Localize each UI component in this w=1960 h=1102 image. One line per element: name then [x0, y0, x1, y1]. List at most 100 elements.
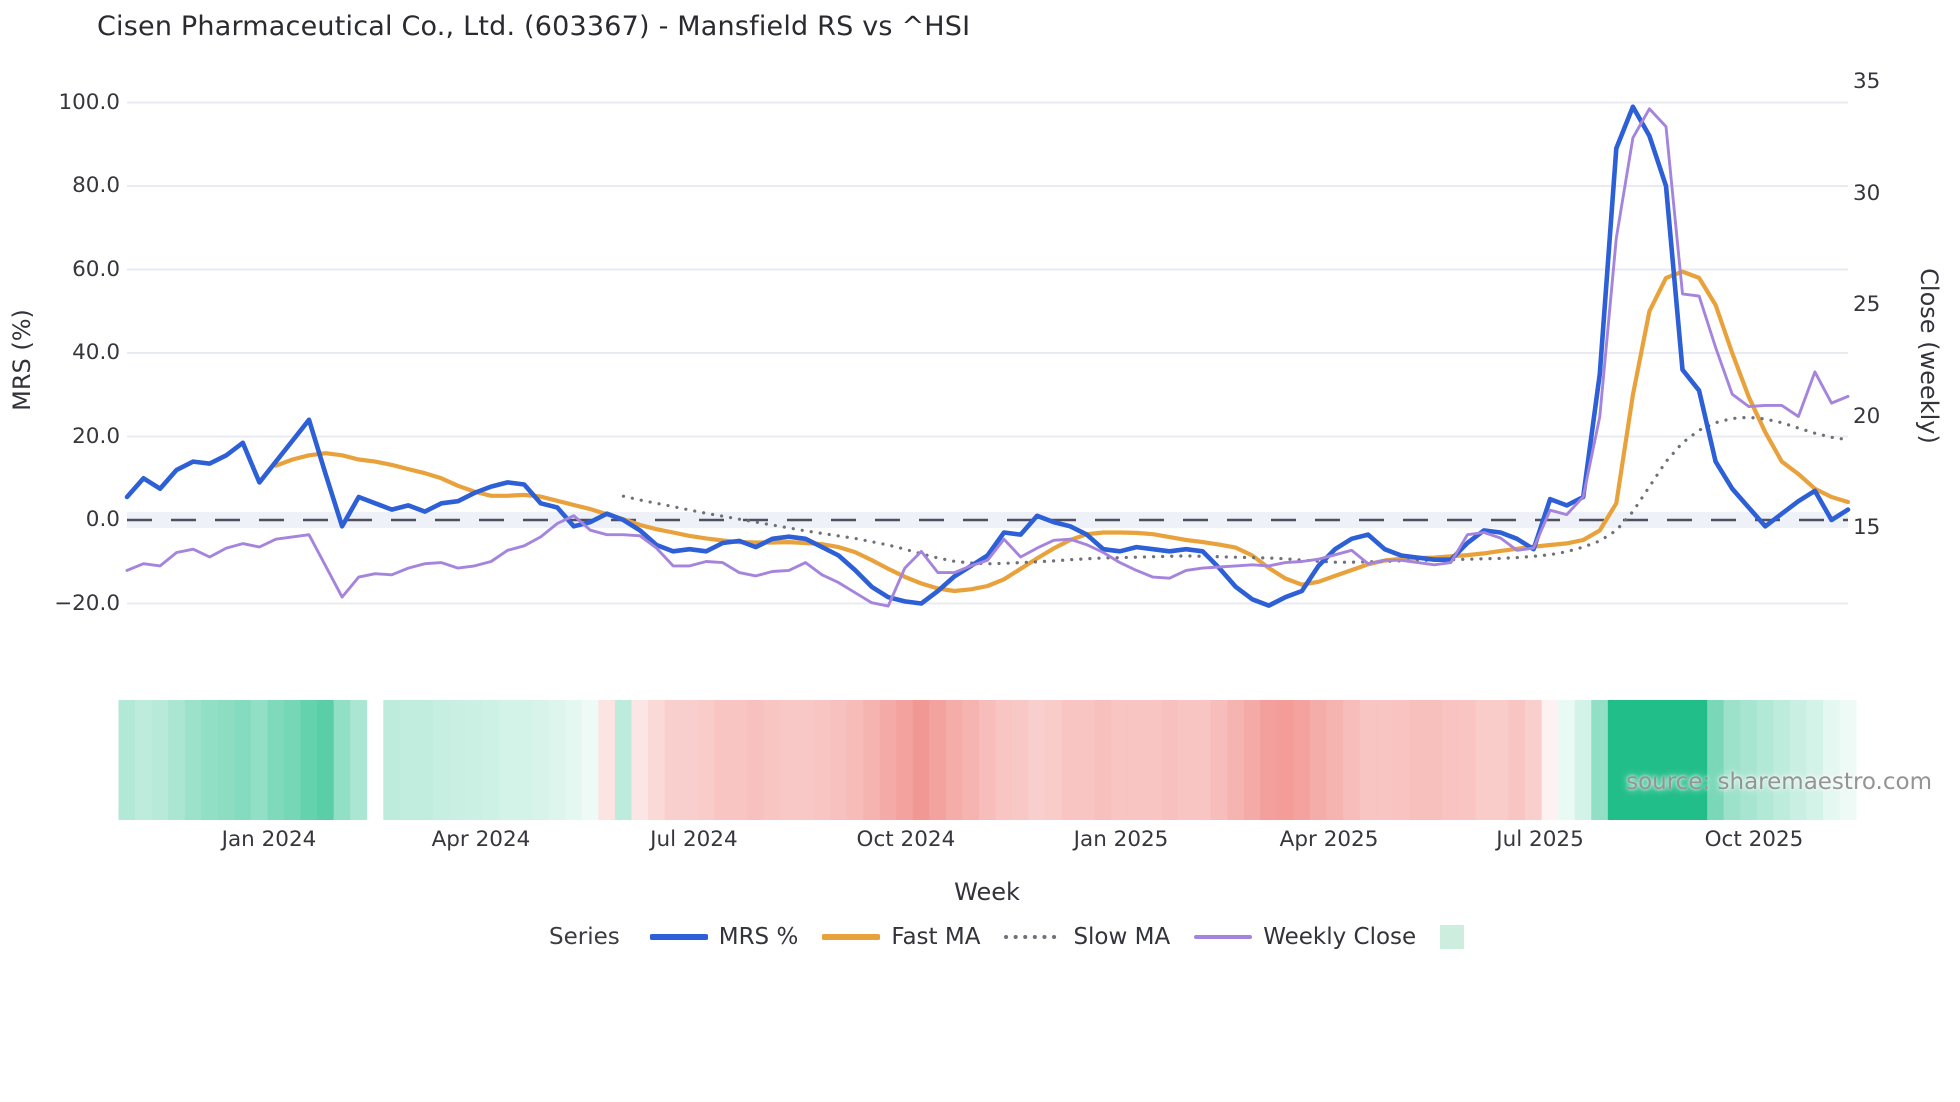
heatmap-cell [1822, 700, 1840, 820]
heatmap-cell [1657, 700, 1675, 820]
legend: Series MRS % Fast MA Slow MA Weekly Close [549, 924, 1465, 950]
heatmap-cell [548, 700, 566, 820]
heatmap-cell [449, 700, 467, 820]
y-left-tick-label: 60.0 [72, 256, 120, 282]
heatmap-cell [1690, 700, 1708, 820]
heatmap-cell [118, 700, 136, 820]
chart-title: Cisen Pharmaceutical Co., Ltd. (603367) … [97, 11, 971, 42]
series-line-weekly-close [125, 107, 1850, 608]
heatmap-cell [1624, 700, 1642, 820]
series-line-slow-ma [621, 415, 1850, 566]
heatmap-cell [184, 700, 202, 820]
legend-heatmap-swatch [1440, 925, 1465, 949]
heatmap-cell [614, 700, 632, 820]
y-right-tick-label: 25 [1853, 292, 1881, 317]
heatmap-cell [1525, 700, 1543, 820]
heatmap-cell [1028, 700, 1046, 820]
legend-item-label: Fast MA [891, 924, 981, 950]
heatmap-cell [135, 700, 153, 820]
heatmap-cell [979, 700, 996, 820]
legend-swatch-solid [822, 934, 881, 940]
heatmap-cell [912, 700, 930, 820]
x-tick-label: Oct 2025 [1704, 827, 1804, 852]
legend-item-mrs-[interactable]: MRS % [649, 924, 799, 950]
y-right-tick-label: 20 [1853, 403, 1881, 429]
heatmap-cell [1078, 700, 1096, 820]
series-line-fast-ma [273, 269, 1851, 594]
heatmap-cell [581, 700, 599, 820]
legend-item-fast-ma[interactable]: Fast MA [822, 924, 980, 950]
x-tick-label: Jul 2025 [1496, 827, 1584, 852]
legend-item-slow-ma[interactable]: Slow MA [1004, 924, 1170, 950]
heatmap-cell [1574, 700, 1592, 820]
y-right-tick-label: 30 [1853, 180, 1881, 206]
heatmap-cell [995, 700, 1013, 820]
heatmap-cell [432, 700, 450, 820]
heatmap-cell [1194, 700, 1212, 820]
heatmap-cell [350, 700, 368, 820]
heatmap-cell [1161, 700, 1179, 820]
heatmap-cell [383, 700, 401, 820]
heatmap-cell [1458, 700, 1476, 820]
series-line-mrs- [124, 104, 1851, 608]
heatmap-cell [896, 700, 914, 820]
heatmap-cell [1376, 700, 1394, 820]
legend-item-label: Weekly Close [1263, 924, 1417, 950]
heatmap-cell [1492, 700, 1509, 820]
heatmap-cell [1409, 700, 1427, 820]
heatmap-cell [1243, 700, 1261, 820]
heatmap-cell [962, 700, 980, 820]
legend-title: Series [549, 924, 620, 950]
heatmap-cell [499, 700, 517, 820]
x-tick-label: Oct 2024 [856, 827, 956, 852]
legend-item-weekly-close[interactable]: Weekly Close [1194, 924, 1416, 950]
y-left-tick-label: 80.0 [72, 173, 120, 198]
x-tick-label: Apr 2025 [1279, 827, 1379, 852]
heatmap-cell [648, 700, 666, 820]
x-axis-title: Week [954, 878, 1020, 906]
heatmap-cell [1111, 700, 1129, 820]
heatmap-cell [1260, 700, 1278, 820]
heatmap-cell [466, 700, 483, 820]
heatmap-cell [1789, 700, 1807, 820]
heatmap-cell [1640, 700, 1658, 820]
heatmap-cell [929, 700, 947, 820]
heatmap-cell [697, 700, 715, 820]
heatmap-cell [515, 700, 533, 820]
heatmap-cell [1425, 700, 1443, 820]
legend-swatch-dotted [1004, 935, 1063, 939]
heatmap-cell [1227, 700, 1245, 820]
legend-item-heatmap[interactable] [1440, 925, 1465, 949]
heatmap-cell [284, 700, 301, 820]
heatmap-cell [1392, 700, 1410, 820]
legend-item-label: MRS % [718, 924, 799, 950]
heatmap-cell [1806, 700, 1824, 820]
y-left-tick-label: 0.0 [85, 507, 120, 532]
heatmap-cell [300, 700, 318, 820]
y-left-tick-label: 40.0 [72, 340, 120, 365]
heatmap-cell [631, 700, 649, 820]
heatmap-cell [234, 700, 252, 820]
heatmap-cell [1210, 700, 1228, 820]
heatmap-cell [1127, 700, 1145, 820]
heatmap-cell [333, 700, 351, 820]
heatmap-cell [681, 700, 699, 820]
heatmap-cell [317, 700, 335, 820]
x-tick-label: Jul 2024 [650, 827, 738, 852]
heatmap-cell [1756, 700, 1774, 820]
legend-swatch-solid [1194, 935, 1253, 939]
heatmap-cell [399, 700, 417, 820]
heatmap-cell [763, 700, 781, 820]
heatmap-cell [747, 700, 765, 820]
heatmap-cell [1045, 700, 1063, 820]
heatmap-cell [217, 700, 235, 820]
heatmap-cell [1094, 700, 1112, 820]
heatmap-cell [780, 700, 798, 820]
heatmap-cell [1607, 700, 1625, 820]
heatmap-cell [598, 700, 616, 820]
x-tick-label: Jan 2025 [1073, 827, 1169, 852]
heatmap-cell [1144, 700, 1162, 820]
heatmap-cell [730, 700, 748, 820]
x-tick-label: Apr 2024 [431, 827, 531, 852]
heatmap-cell [879, 700, 897, 820]
